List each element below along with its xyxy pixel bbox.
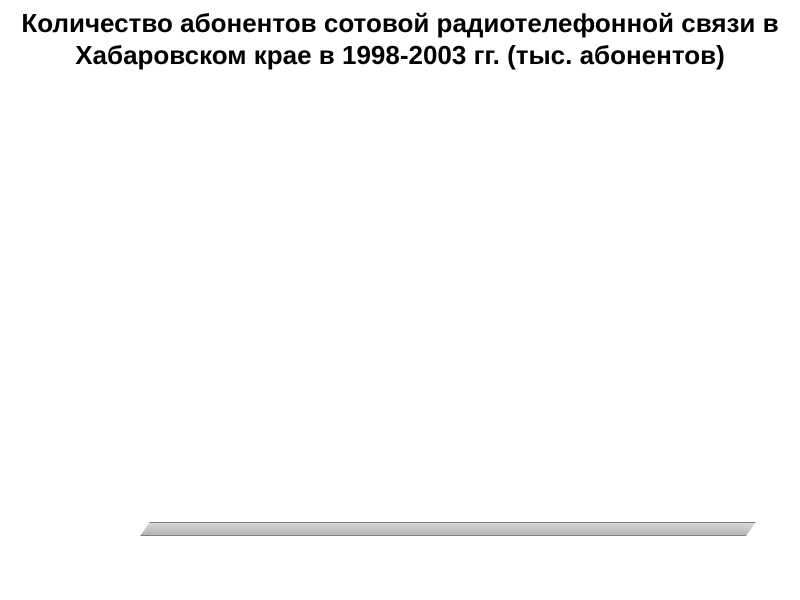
chart-title: Количество абонентов сотовой радиотелефо…	[0, 8, 800, 71]
bar-chart	[48, 130, 760, 570]
plot-area	[148, 170, 738, 522]
x-axis-labels	[148, 530, 738, 570]
